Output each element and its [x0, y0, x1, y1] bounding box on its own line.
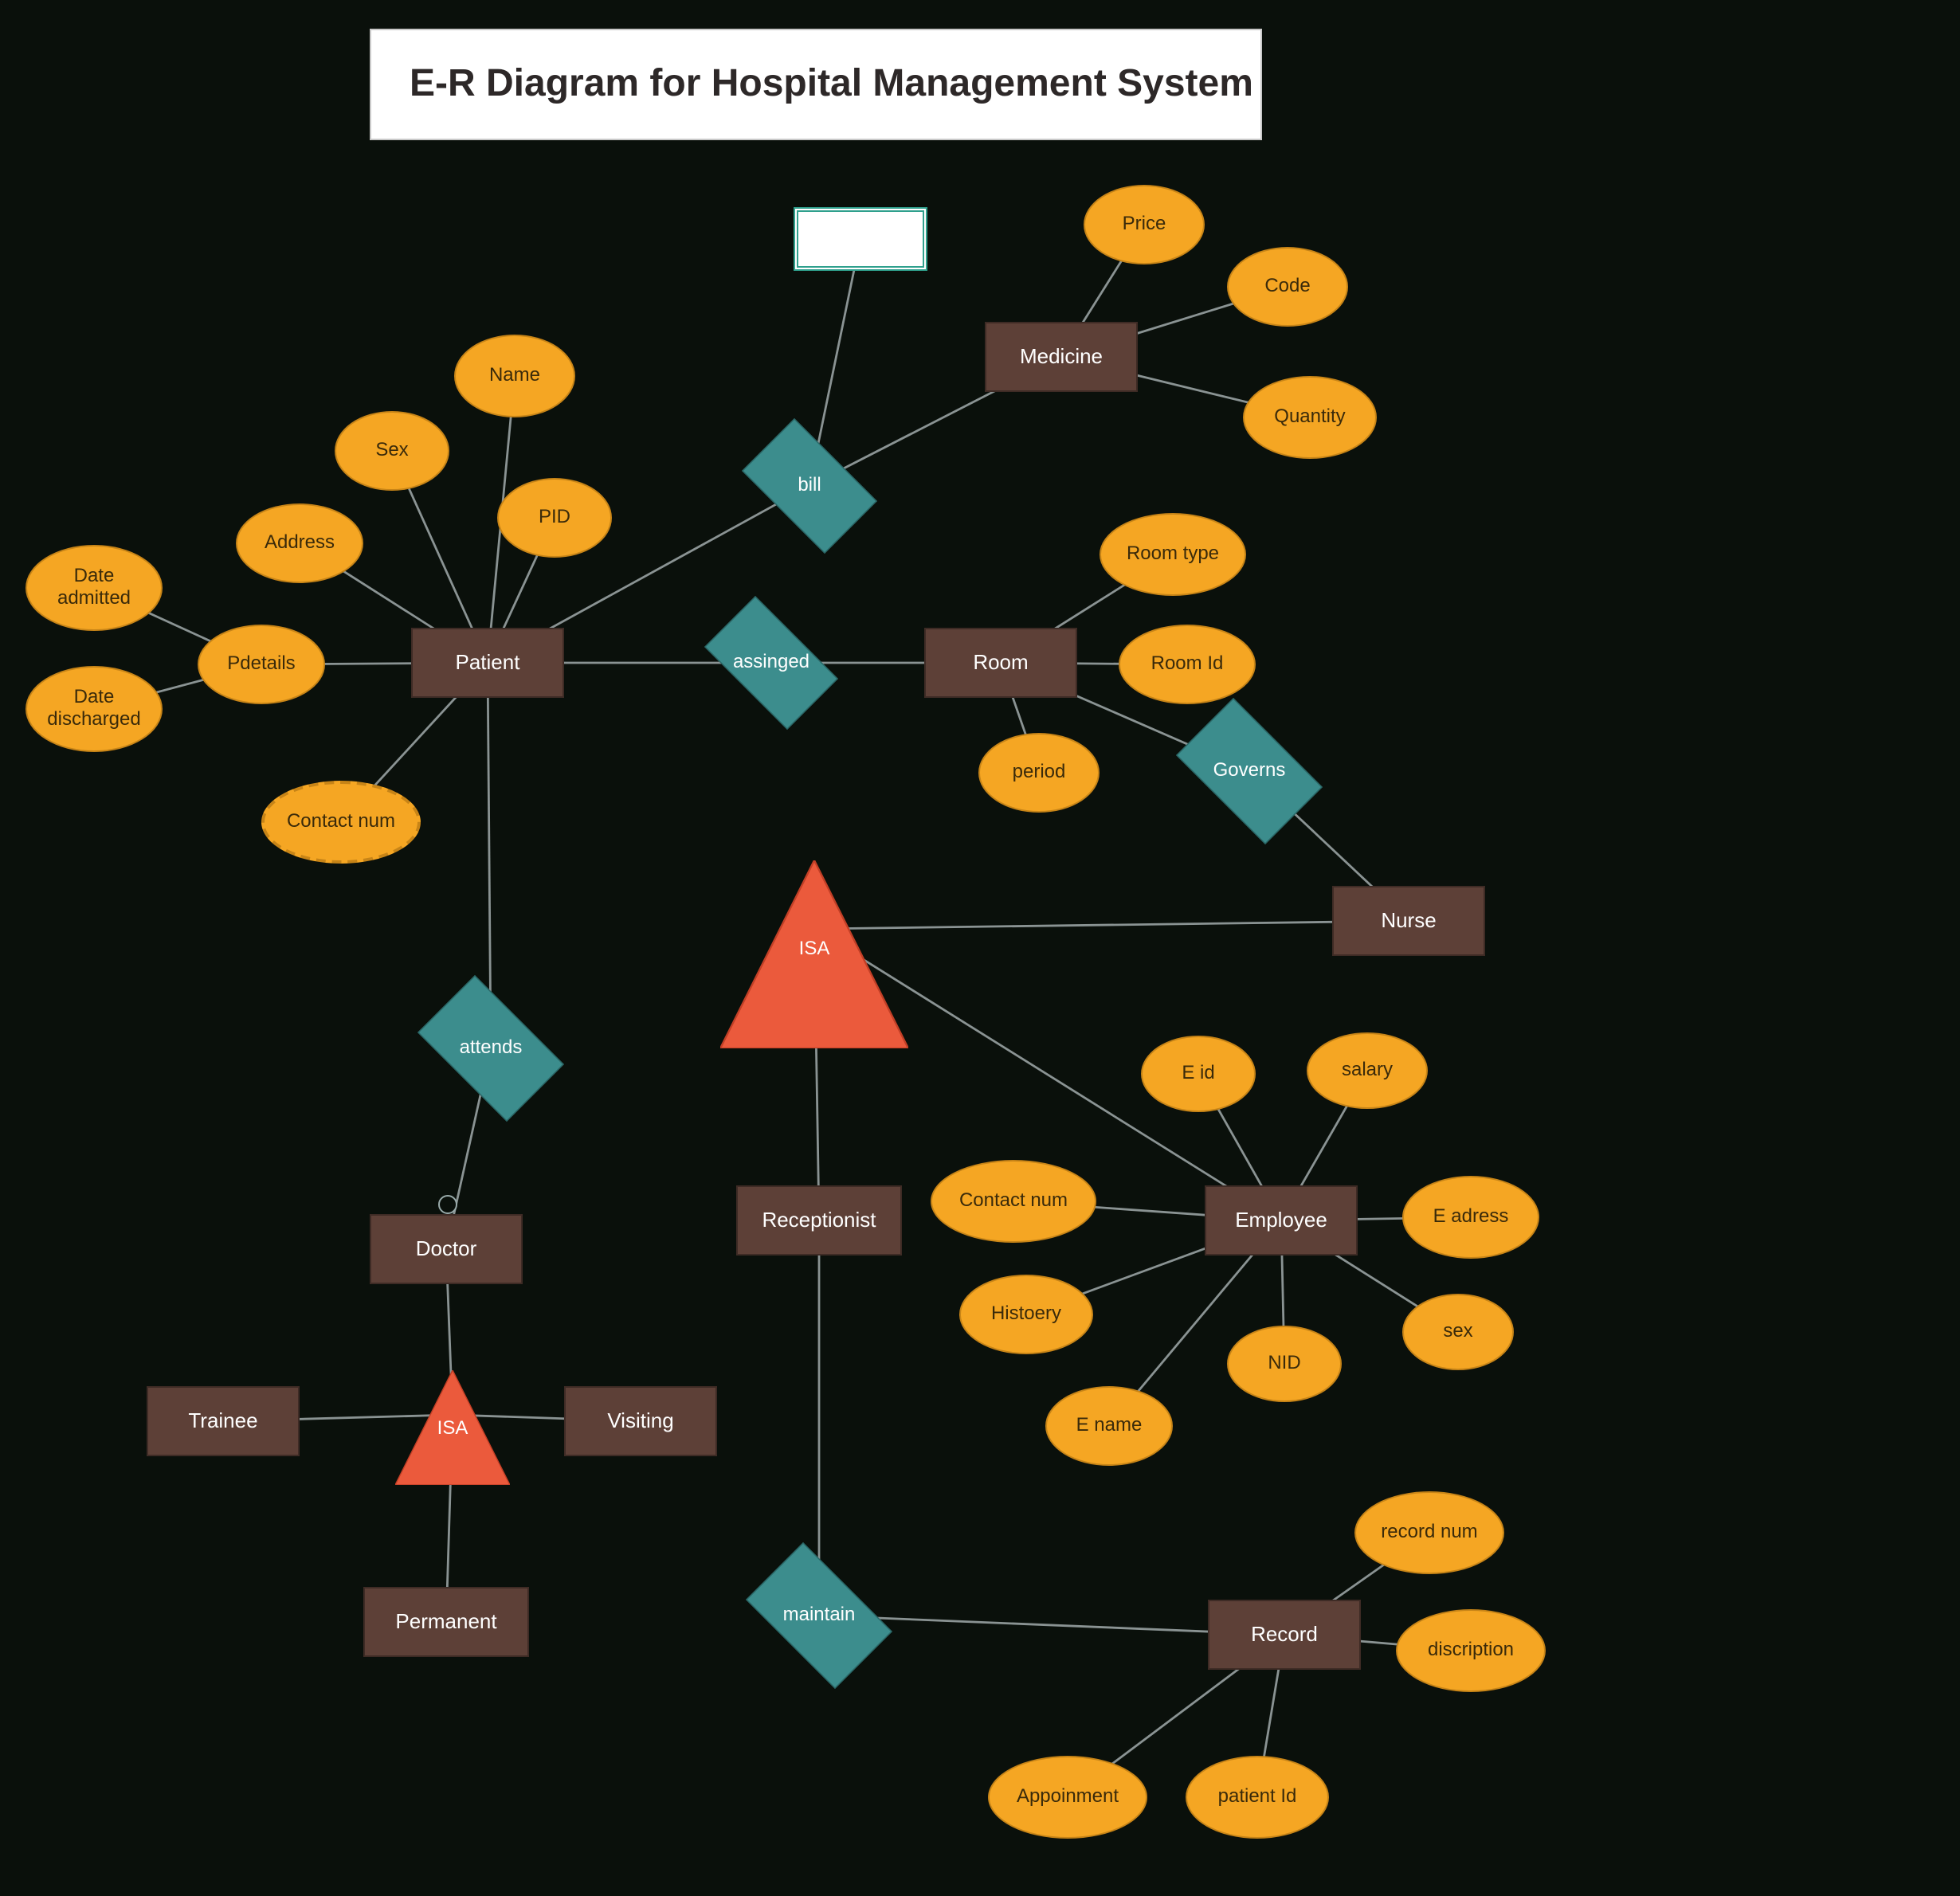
rel-governs: Governs — [1160, 714, 1339, 829]
entity-label: Patient — [456, 651, 520, 675]
entity-label: Nurse — [1381, 909, 1436, 933]
attr-recnum: record num — [1354, 1491, 1504, 1574]
entity-label: Receptionist — [762, 1209, 876, 1232]
attr-quantity: Quantity — [1243, 376, 1377, 459]
rel-label: attends — [460, 1037, 523, 1060]
attr-label: E adress — [1433, 1206, 1509, 1228]
isa-isa_doc: ISA — [395, 1370, 510, 1459]
attr-contactE: Contact num — [931, 1160, 1096, 1243]
rel-label: maintain — [783, 1604, 856, 1627]
attr-label: Contact num — [287, 811, 395, 833]
attr-price: Price — [1084, 185, 1205, 264]
attr-label: PID — [539, 507, 570, 529]
attr-roomtype: Room type — [1100, 513, 1246, 596]
rel-attends: attends — [402, 991, 580, 1106]
rel-label: bill — [798, 475, 821, 497]
entity-trainee: Trainee — [147, 1386, 300, 1456]
attr-period: period — [978, 733, 1100, 813]
er-diagram-canvas: E-R Diagram for Hospital Management Syst… — [0, 0, 1960, 1896]
attr-label: Room type — [1127, 543, 1219, 566]
entity-label: Room — [973, 651, 1028, 675]
attr-label: Room Id — [1151, 653, 1224, 676]
attr-label: Dateadmitted — [57, 566, 131, 609]
rel-maintain: maintain — [730, 1558, 908, 1673]
attr-label: salary — [1342, 1060, 1393, 1082]
attr-label: Datedischarged — [47, 687, 140, 731]
diagram-title: E-R Diagram for Hospital Management Syst… — [370, 29, 1262, 140]
attr-pdetails: Pdetails — [198, 625, 325, 704]
attr-label: discription — [1428, 1639, 1514, 1662]
rel-assigned: assinged — [688, 612, 854, 714]
attr-descr: discription — [1396, 1609, 1546, 1692]
entity-patient: Patient — [411, 628, 564, 698]
attr-name: Name — [454, 335, 575, 417]
attr-date_adm: Dateadmitted — [25, 545, 163, 631]
rel-label: Governs — [1213, 760, 1286, 782]
attr-pid: PID — [497, 478, 612, 558]
attr-contactP: Contact num — [261, 781, 421, 864]
attr-nid: NID — [1227, 1326, 1342, 1402]
attr-code: Code — [1227, 247, 1348, 327]
entity-label: Medicine — [1020, 345, 1103, 369]
attr-roomid: Room Id — [1119, 625, 1256, 704]
attr-label: Price — [1123, 213, 1166, 236]
attr-history: Histoery — [959, 1275, 1093, 1354]
attr-label: Pdetails — [227, 653, 295, 676]
entity-permanent: Permanent — [363, 1587, 529, 1657]
attr-label: period — [1013, 762, 1066, 784]
attr-appoint: Appoinment — [988, 1756, 1147, 1839]
attr-label: Histoery — [991, 1303, 1061, 1326]
attr-label: E id — [1182, 1063, 1214, 1085]
attr-patientid: patient Id — [1186, 1756, 1329, 1839]
entity-employee: Employee — [1205, 1185, 1358, 1256]
attr-label: patient Id — [1218, 1786, 1297, 1808]
attr-label: Sex — [375, 440, 408, 462]
attr-label: sex — [1443, 1321, 1472, 1343]
entity-receptionist: Receptionist — [736, 1185, 902, 1256]
attr-ename: E name — [1045, 1386, 1173, 1466]
entity-nurse: Nurse — [1332, 886, 1485, 956]
entity-label: Employee — [1235, 1209, 1327, 1232]
isa-isa_emp: ISA — [720, 860, 908, 997]
entity-room: Room — [924, 628, 1077, 698]
attr-address: Address — [236, 503, 363, 583]
attr-eid: E id — [1141, 1036, 1256, 1112]
cardinality-ring — [438, 1195, 457, 1214]
attr-sexE: sex — [1402, 1294, 1514, 1370]
attr-sex_p: Sex — [335, 411, 449, 491]
entity-label: Permanent — [395, 1610, 496, 1634]
isa-label: ISA — [437, 1417, 468, 1440]
attr-label: Contact num — [959, 1190, 1068, 1212]
attr-label: Appoinment — [1017, 1786, 1119, 1808]
rel-label: assinged — [733, 652, 809, 674]
attr-salary: salary — [1307, 1032, 1428, 1109]
entity-label: Record — [1251, 1623, 1318, 1647]
entity-label: Doctor — [416, 1237, 477, 1261]
edge-layer — [0, 0, 1960, 1896]
rel-bill: bill — [727, 433, 892, 539]
entity-medicine: Medicine — [985, 322, 1138, 392]
attr-label: Address — [265, 532, 335, 554]
attr-label: Name — [489, 365, 540, 387]
attr-label: Quantity — [1274, 406, 1345, 429]
entity-doctor: Doctor — [370, 1214, 523, 1284]
weak-entity-empty — [794, 207, 927, 271]
attr-label: NID — [1268, 1353, 1300, 1375]
entity-visiting: Visiting — [564, 1386, 717, 1456]
entity-label: Visiting — [607, 1409, 673, 1433]
entity-record: Record — [1208, 1600, 1361, 1670]
attr-eadress: E adress — [1402, 1176, 1539, 1259]
isa-label: ISA — [799, 938, 830, 961]
attr-label: E name — [1076, 1415, 1143, 1437]
attr-label: record num — [1381, 1522, 1477, 1544]
entity-label: Trainee — [188, 1409, 257, 1433]
attr-label: Code — [1264, 276, 1310, 298]
attr-date_dis: Datedischarged — [25, 666, 163, 752]
